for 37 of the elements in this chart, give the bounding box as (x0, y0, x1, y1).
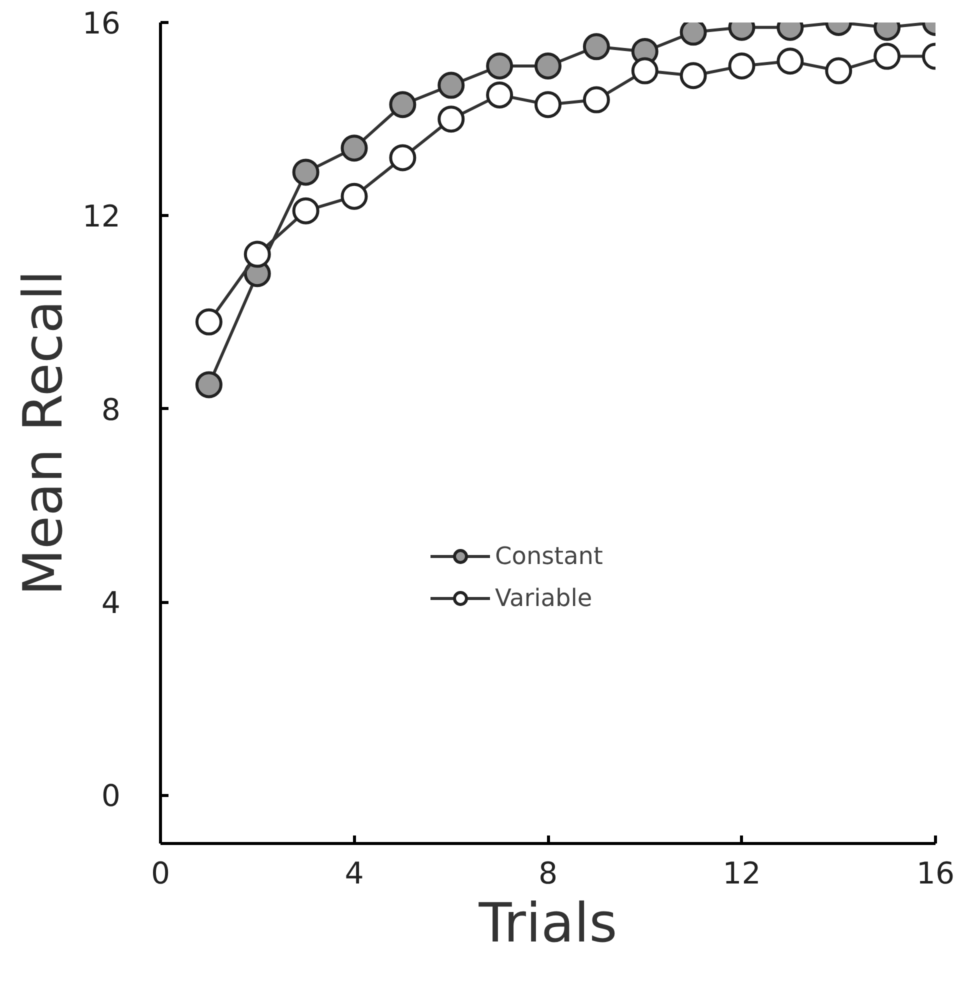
point (582, 86, 610, 114)
y-tick-label: 8 (101, 392, 121, 428)
y-axis-title: Mean Recall (11, 270, 74, 596)
point (486, 52, 514, 80)
point (389, 91, 416, 118)
legend-label: Variable (495, 584, 592, 612)
point (874, 42, 901, 70)
y-tick-label: 0 (101, 779, 121, 814)
point (340, 134, 368, 162)
point (534, 52, 562, 80)
point (582, 33, 610, 60)
point (244, 240, 271, 268)
point (195, 308, 222, 336)
point (292, 158, 320, 186)
x-tick-label: 16 (916, 856, 955, 892)
y-tick-label: 16 (82, 6, 121, 42)
x-tick-label: 12 (722, 856, 761, 892)
y-tick-label: 12 (82, 200, 121, 235)
point (486, 81, 514, 108)
x-tick-label: 4 (344, 856, 364, 892)
x-tick-label: 0 (150, 856, 170, 892)
point (389, 144, 416, 172)
point (631, 57, 658, 84)
point (534, 91, 562, 118)
point (680, 62, 707, 90)
x-axis-title: Trials (478, 892, 618, 954)
x-tick-label: 8 (538, 856, 558, 892)
point (438, 72, 465, 99)
point (195, 371, 222, 398)
point (825, 57, 852, 84)
point (728, 52, 756, 80)
point (340, 182, 368, 210)
legend-label: Constant (495, 542, 603, 570)
point (292, 197, 320, 224)
y-tick-label: 4 (101, 586, 121, 622)
point (776, 48, 804, 75)
point (438, 106, 465, 133)
